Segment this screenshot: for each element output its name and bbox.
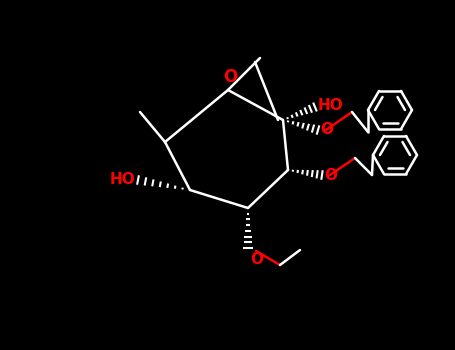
Text: HO: HO (109, 173, 135, 188)
Text: O: O (250, 252, 263, 267)
Text: O: O (223, 68, 237, 86)
Text: HO: HO (318, 98, 344, 113)
Text: O: O (320, 122, 333, 138)
Text: O: O (324, 168, 337, 182)
